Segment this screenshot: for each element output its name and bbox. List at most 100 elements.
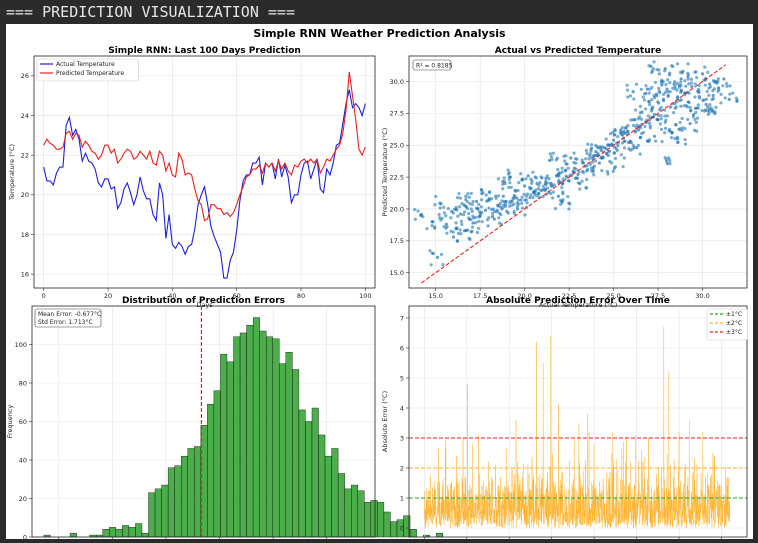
scatter-point xyxy=(706,112,710,117)
scatter-point xyxy=(620,125,625,130)
scatter-point xyxy=(509,199,513,203)
scatter-point xyxy=(592,153,596,158)
scatter-point xyxy=(606,172,610,176)
series-line-actual-temperature xyxy=(43,89,366,279)
scatter-point xyxy=(656,117,660,122)
scatter-point xyxy=(698,96,702,100)
scatter-point xyxy=(648,103,652,107)
scatter-point xyxy=(626,123,630,128)
scatter-point xyxy=(693,95,697,99)
histogram-bar xyxy=(102,529,110,538)
scatter-point xyxy=(611,138,616,142)
scatter-point xyxy=(644,84,648,88)
scatter-point xyxy=(651,67,655,71)
scatter-point xyxy=(553,207,558,211)
scatter-point xyxy=(560,166,564,170)
scatter-point xyxy=(696,87,701,91)
scatter-point xyxy=(541,195,545,199)
histogram-bar xyxy=(207,403,215,538)
scatter-point xyxy=(584,157,588,161)
scatter-point xyxy=(468,201,472,206)
scatter-point xyxy=(646,114,650,118)
scatter-point xyxy=(697,83,701,88)
scatter-point xyxy=(561,190,565,194)
scatter-point xyxy=(668,105,673,109)
y-tick-label: 16 xyxy=(21,270,29,278)
scatter-point xyxy=(557,174,561,178)
y-tick-label: 6 xyxy=(400,344,404,352)
scatter-point xyxy=(665,87,669,91)
scatter-point xyxy=(437,212,441,217)
scatter-point xyxy=(722,77,726,81)
scatter-point xyxy=(525,201,529,205)
scatter-point xyxy=(680,116,684,121)
scatter-point xyxy=(662,92,666,97)
scatter-point xyxy=(492,217,496,221)
scatter-point xyxy=(676,137,680,141)
scatter-point xyxy=(588,152,592,156)
scatter-point xyxy=(714,79,718,83)
scatter-point xyxy=(712,87,716,91)
scatter-point xyxy=(556,167,560,172)
y-tick-label: 18 xyxy=(21,231,29,239)
histogram-bar xyxy=(259,330,267,538)
scatter-point xyxy=(446,207,450,211)
scatter-point xyxy=(700,72,705,76)
scatter-point xyxy=(477,215,481,219)
y-axis-label: Predicted Temperature (°C) xyxy=(381,128,389,217)
scatter-point xyxy=(470,229,474,233)
scatter-point xyxy=(490,197,494,201)
scatter-point xyxy=(679,104,683,108)
scatter-point xyxy=(416,209,420,213)
x-tick-label: 1250 xyxy=(628,541,645,543)
x-tick-label: 250 xyxy=(461,541,473,543)
scatter-point xyxy=(515,196,519,200)
scatter-point xyxy=(537,192,541,196)
scatter-point xyxy=(465,206,470,211)
scatter-point xyxy=(631,144,636,148)
scatter-point xyxy=(433,203,437,207)
histogram-bar xyxy=(266,336,273,538)
scatter-point xyxy=(721,84,725,88)
histogram-bar xyxy=(174,465,182,538)
scatter-point xyxy=(584,148,588,152)
scatter-point xyxy=(633,108,638,112)
scatter-point xyxy=(683,79,687,83)
scatter-point xyxy=(728,92,732,96)
scatter-point xyxy=(467,216,471,220)
scatter-point xyxy=(509,185,513,189)
scatter-point xyxy=(508,204,512,208)
scatter-point xyxy=(516,198,521,202)
legend-label: Predicted Temperature xyxy=(56,70,124,77)
reference-line xyxy=(421,64,726,284)
scatter-point xyxy=(574,167,578,171)
scatter-point xyxy=(608,159,612,163)
scatter-point xyxy=(597,161,601,165)
scatter-point xyxy=(716,77,720,81)
scatter-point xyxy=(680,71,684,75)
scatter-point xyxy=(590,160,595,164)
x-tick-label: 0 xyxy=(218,541,222,543)
histogram-bar xyxy=(246,325,254,538)
scatter-point xyxy=(632,97,636,101)
histogram-prediction-errors: −6−4−2024020406080100Distribution of Pre… xyxy=(6,296,443,543)
scatter-point xyxy=(558,171,562,175)
scatter-point xyxy=(454,205,458,209)
scatter-point xyxy=(540,176,544,180)
scatter-point xyxy=(650,98,654,102)
scatter-point xyxy=(675,62,680,66)
scatter-point xyxy=(666,78,670,82)
histogram-bar xyxy=(187,448,195,538)
x-tick-label: 27.5 xyxy=(651,292,665,300)
scatter-point xyxy=(528,195,532,200)
scatter-point xyxy=(673,80,677,84)
scatter-point xyxy=(566,195,570,199)
histogram-bar xyxy=(357,490,365,538)
histogram-bar xyxy=(122,525,130,538)
scatter-point xyxy=(440,216,444,220)
y-tick-label: 2 xyxy=(400,464,404,472)
scatter-point xyxy=(659,127,664,131)
scatter-point xyxy=(688,121,692,126)
scatter-point xyxy=(663,69,667,73)
scatter-point xyxy=(622,156,626,160)
